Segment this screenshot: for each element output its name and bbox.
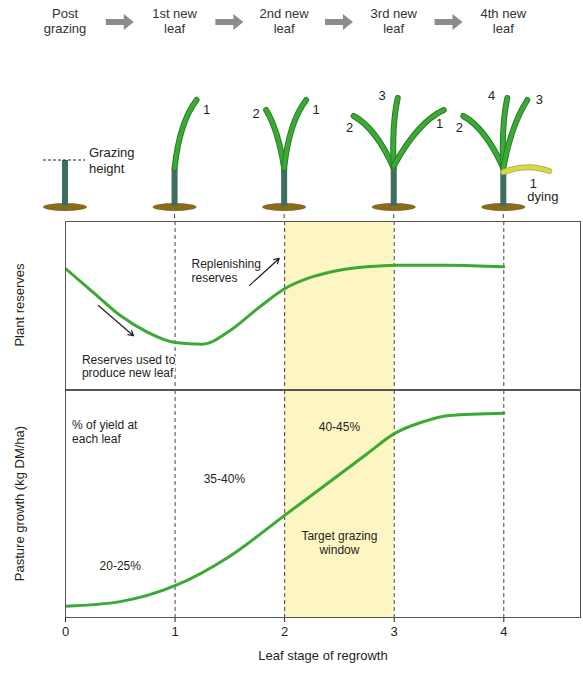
svg-text:Replenishingreserves: Replenishingreserves (192, 257, 261, 285)
svg-text:Plant reserves: Plant reserves (12, 263, 27, 347)
svg-text:height: height (89, 161, 125, 176)
svg-text:1: 1 (529, 176, 537, 191)
svg-text:2: 2 (346, 120, 353, 135)
svg-text:35-40%: 35-40% (204, 472, 246, 486)
svg-text:4th newleaf: 4th newleaf (481, 6, 527, 36)
svg-text:1: 1 (203, 102, 210, 117)
svg-text:2: 2 (281, 624, 288, 639)
svg-text:3: 3 (378, 88, 385, 103)
svg-text:1: 1 (171, 624, 178, 639)
svg-text:dying: dying (527, 189, 558, 204)
svg-text:2: 2 (253, 106, 260, 121)
svg-text:% of yield ateach leaf: % of yield ateach leaf (72, 418, 138, 446)
svg-text:40-45%: 40-45% (319, 420, 361, 434)
svg-text:4: 4 (500, 624, 507, 639)
svg-text:0: 0 (62, 624, 69, 639)
svg-text:3: 3 (536, 92, 543, 107)
svg-text:Postgrazing: Postgrazing (44, 6, 87, 36)
svg-text:Grazing: Grazing (89, 145, 135, 160)
svg-text:2nd newleaf: 2nd newleaf (260, 6, 310, 36)
svg-text:1: 1 (436, 116, 443, 131)
svg-text:20-25%: 20-25% (100, 559, 142, 573)
svg-text:2: 2 (456, 120, 463, 135)
svg-text:1st newleaf: 1st newleaf (152, 6, 197, 36)
svg-text:4: 4 (488, 88, 495, 103)
svg-text:Leaf stage of regrowth: Leaf stage of regrowth (258, 648, 387, 663)
svg-text:3rd newleaf: 3rd newleaf (371, 6, 418, 36)
svg-text:Pasture growth (kg DM/ha): Pasture growth (kg DM/ha) (12, 426, 27, 581)
svg-text:Target grazingwindow: Target grazingwindow (301, 529, 377, 557)
svg-text:3: 3 (391, 624, 398, 639)
svg-text:Reserves used toproduce new le: Reserves used toproduce new leaf (82, 352, 176, 380)
svg-text:1: 1 (313, 102, 320, 117)
